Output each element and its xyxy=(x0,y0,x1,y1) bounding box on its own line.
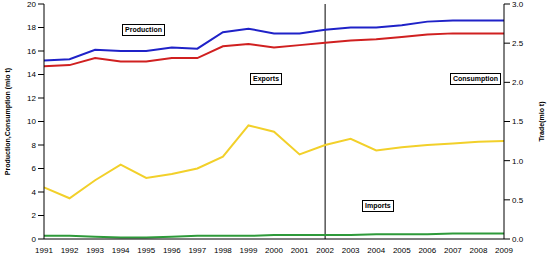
svg-text:6: 6 xyxy=(32,164,37,173)
svg-text:2006: 2006 xyxy=(418,246,436,255)
svg-text:16: 16 xyxy=(27,47,36,56)
svg-text:2004: 2004 xyxy=(367,246,385,255)
svg-text:1.5: 1.5 xyxy=(512,117,524,126)
svg-text:2: 2 xyxy=(32,211,37,220)
html-text:Exports: Exports xyxy=(253,75,280,82)
svg-text:2002: 2002 xyxy=(316,246,334,255)
svg-text:2.0: 2.0 xyxy=(512,78,524,87)
svg-text:1.0: 1.0 xyxy=(512,157,524,166)
svg-text:2001: 2001 xyxy=(291,246,309,255)
html-text:Consumption: Consumption xyxy=(453,75,499,82)
svg-text:Production,Consumption (mio t): Production,Consumption (mio t) xyxy=(8,68,12,175)
svg-text:2003: 2003 xyxy=(342,246,360,255)
svg-text:18: 18 xyxy=(27,23,36,32)
svg-text:1992: 1992 xyxy=(61,246,79,255)
svg-text:0.5: 0.5 xyxy=(512,196,524,205)
svg-text:1995: 1995 xyxy=(137,246,155,255)
svg-text:2.5: 2.5 xyxy=(512,39,524,48)
svg-text:2000: 2000 xyxy=(265,246,283,255)
svg-text:10: 10 xyxy=(27,117,36,126)
svg-text:2007: 2007 xyxy=(444,246,462,255)
svg-text:0: 0 xyxy=(32,235,37,244)
svg-text:4: 4 xyxy=(32,188,37,197)
svg-text:12: 12 xyxy=(27,94,36,103)
html-text:Imports: Imports xyxy=(365,202,391,209)
svg-text:1991: 1991 xyxy=(35,246,53,255)
svg-text:0.0: 0.0 xyxy=(512,235,524,244)
svg-text:1996: 1996 xyxy=(163,246,181,255)
svg-text:1993: 1993 xyxy=(86,246,104,255)
svg-text:3.0: 3.0 xyxy=(512,0,524,9)
svg-text:20: 20 xyxy=(27,0,36,9)
svg-text:Trade(mio t): Trade(mio t) xyxy=(538,101,542,141)
svg-text:1994: 1994 xyxy=(112,246,130,255)
svg-text:1999: 1999 xyxy=(240,246,258,255)
svg-text:8: 8 xyxy=(32,141,37,150)
svg-text:2008: 2008 xyxy=(470,246,488,255)
svg-text:1997: 1997 xyxy=(188,246,206,255)
svg-text:2005: 2005 xyxy=(393,246,411,255)
svg-text:1998: 1998 xyxy=(214,246,232,255)
html-text:Production: Production xyxy=(125,26,162,33)
svg-text:2009: 2009 xyxy=(495,246,513,255)
svg-text:14: 14 xyxy=(27,70,36,79)
